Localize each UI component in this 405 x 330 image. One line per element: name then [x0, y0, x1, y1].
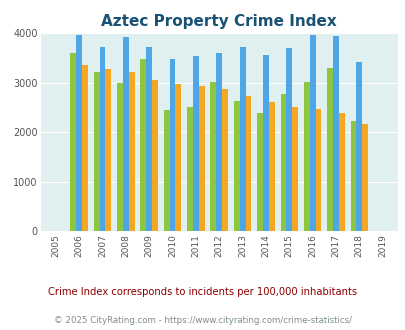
- Bar: [123, 37, 128, 231]
- Bar: [233, 101, 239, 231]
- Title: Aztec Property Crime Index: Aztec Property Crime Index: [101, 14, 336, 29]
- Bar: [292, 107, 297, 231]
- Text: © 2025 CityRating.com - https://www.cityrating.com/crime-statistics/: © 2025 CityRating.com - https://www.city…: [54, 315, 351, 325]
- Bar: [326, 68, 332, 231]
- Bar: [286, 48, 292, 231]
- Bar: [350, 121, 356, 231]
- Bar: [256, 113, 262, 231]
- Bar: [280, 94, 286, 231]
- Bar: [117, 83, 123, 231]
- Bar: [82, 65, 87, 231]
- Bar: [262, 55, 268, 231]
- Bar: [268, 102, 274, 231]
- Bar: [187, 107, 192, 231]
- Bar: [245, 96, 251, 231]
- Bar: [361, 124, 367, 231]
- Bar: [99, 47, 105, 231]
- Bar: [309, 36, 315, 231]
- Bar: [239, 48, 245, 231]
- Bar: [338, 113, 344, 231]
- Bar: [332, 36, 338, 231]
- Bar: [356, 62, 361, 231]
- Bar: [105, 69, 111, 231]
- Bar: [140, 59, 146, 231]
- Bar: [76, 36, 82, 231]
- Bar: [70, 53, 76, 231]
- Bar: [128, 72, 134, 231]
- Bar: [94, 72, 99, 231]
- Bar: [152, 80, 158, 231]
- Bar: [198, 86, 204, 231]
- Bar: [169, 59, 175, 231]
- Bar: [163, 110, 169, 231]
- Bar: [303, 82, 309, 231]
- Bar: [146, 47, 152, 231]
- Bar: [216, 53, 222, 231]
- Bar: [192, 56, 198, 231]
- Bar: [210, 82, 216, 231]
- Bar: [175, 84, 181, 231]
- Text: Crime Index corresponds to incidents per 100,000 inhabitants: Crime Index corresponds to incidents per…: [48, 287, 357, 297]
- Bar: [315, 109, 321, 231]
- Bar: [222, 89, 228, 231]
